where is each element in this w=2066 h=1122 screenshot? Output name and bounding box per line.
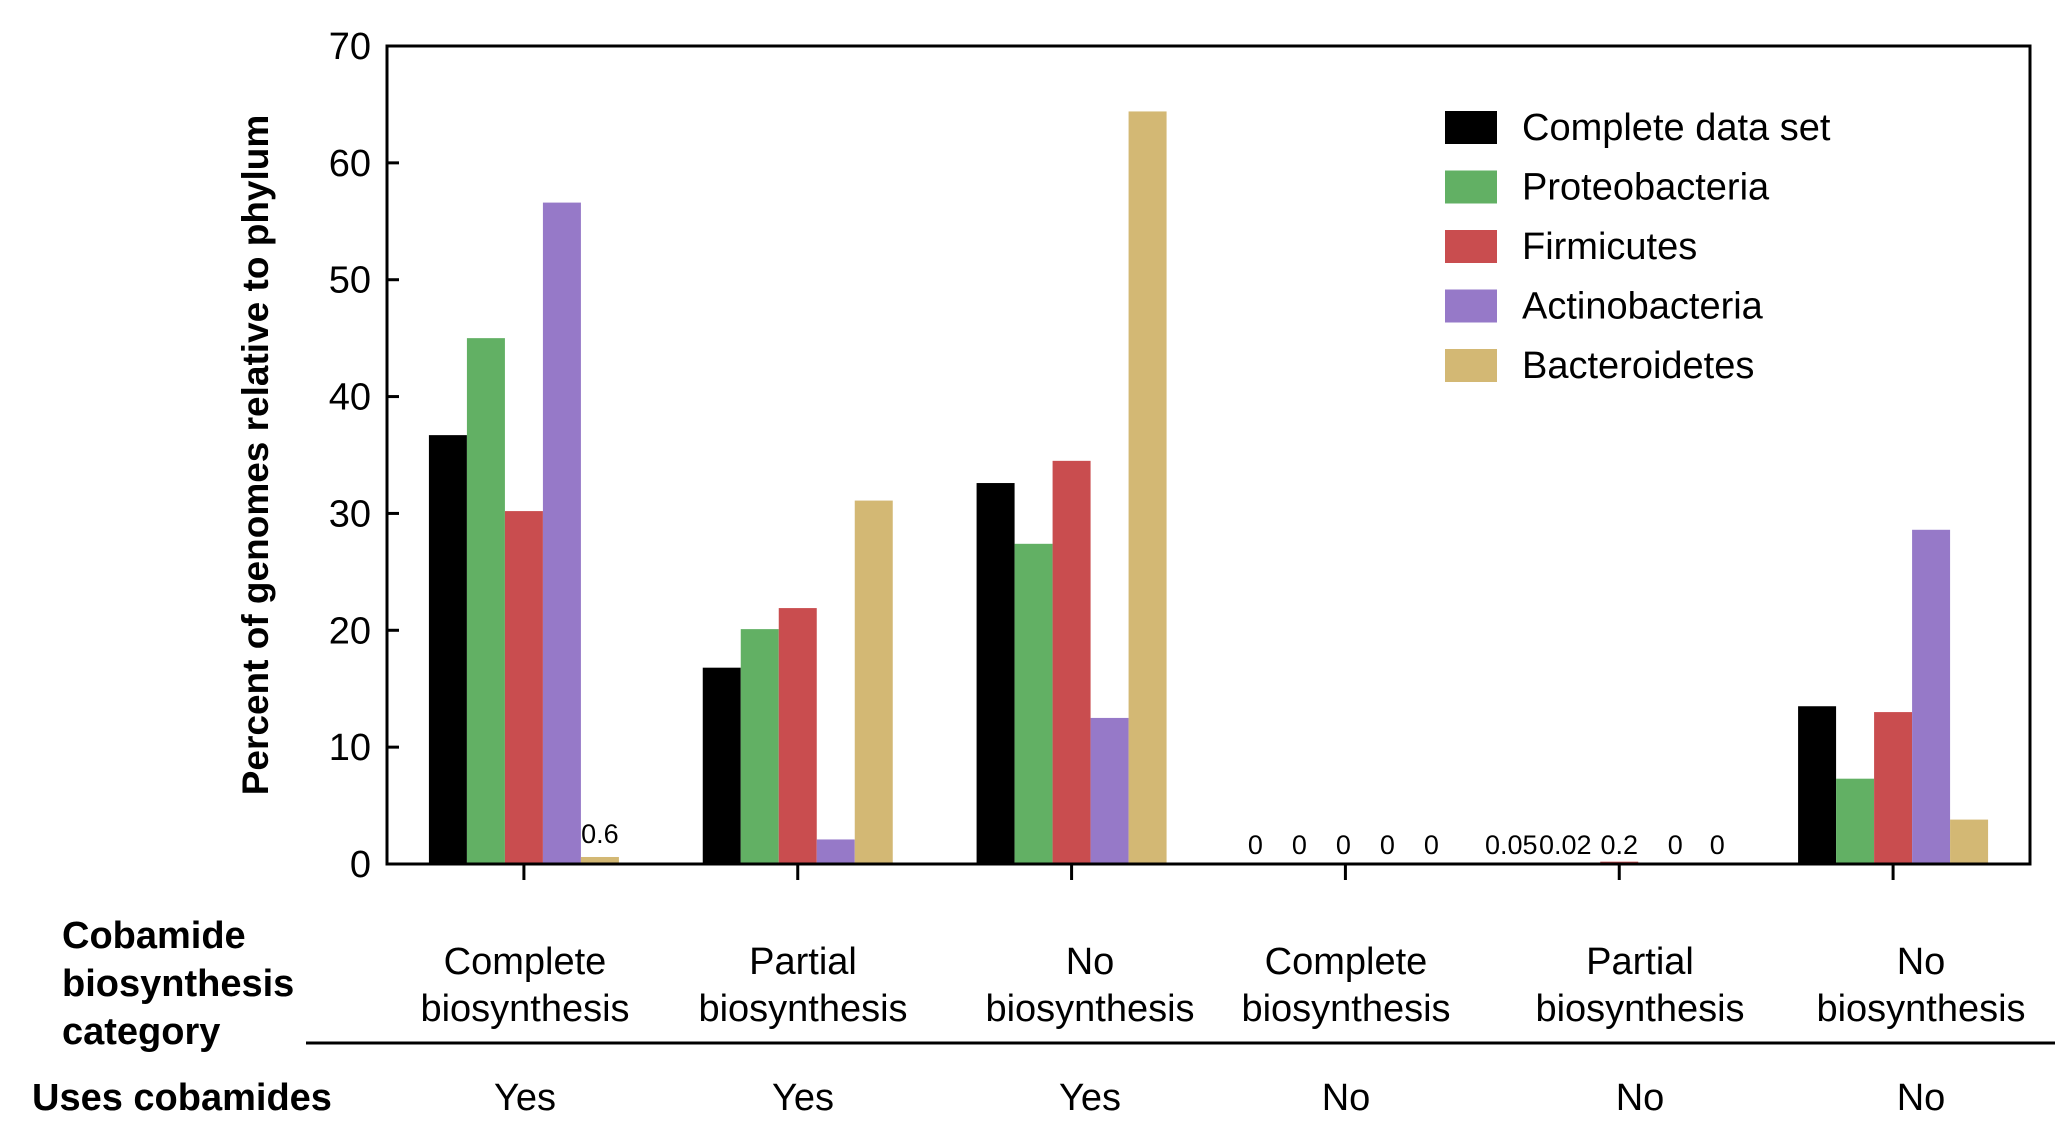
- data-label: 0.02: [1539, 830, 1592, 860]
- uses-cobamides-value: No: [1322, 1077, 1371, 1119]
- bar: [542, 202, 581, 865]
- bar: [976, 483, 1015, 864]
- category-row-header: category: [62, 1011, 220, 1053]
- x-axis: [522, 864, 1895, 880]
- bar: [816, 839, 855, 864]
- bars-layer: [428, 111, 1989, 865]
- category-label: No: [1066, 941, 1115, 983]
- bar: [854, 500, 893, 864]
- category-row-header: Cobamide: [62, 915, 246, 957]
- bar: [1128, 111, 1167, 864]
- category-label: biosynthesis: [420, 988, 629, 1030]
- legend-swatch: [1445, 111, 1497, 144]
- data-labels: 0.6 0 0 0 0 0 0.05 0.02 0.2 0 0: [581, 819, 1725, 860]
- data-label: 0: [1668, 830, 1683, 860]
- y-tick-label: 60: [329, 143, 371, 185]
- data-label: 0: [1380, 830, 1395, 860]
- category-label: Partial: [749, 941, 857, 983]
- data-label: 0: [1710, 830, 1725, 860]
- category-table: Cobamide biosynthesis category Complete bios…: [32, 915, 2055, 1119]
- data-label: 0: [1336, 830, 1351, 860]
- bar: [1874, 712, 1913, 864]
- bar: [740, 629, 779, 864]
- y-tick-label: 30: [329, 493, 371, 535]
- bar: [778, 608, 817, 864]
- y-axis-title: Percent of genomes relative to phylum: [235, 115, 276, 796]
- uses-cobamides-header: Uses cobamides: [32, 1077, 332, 1119]
- legend-label: Complete data set: [1522, 107, 1831, 149]
- data-label: 0: [1424, 830, 1439, 860]
- y-tick-label: 20: [329, 610, 371, 652]
- legend-label: Actinobacteria: [1522, 286, 1764, 328]
- legend-label: Bacteroidetes: [1522, 345, 1754, 387]
- y-tick-label: 40: [329, 377, 371, 419]
- category-label: biosynthesis: [1535, 988, 1744, 1030]
- uses-cobamides-value: Yes: [494, 1077, 556, 1119]
- legend-swatch: [1445, 349, 1497, 382]
- bar: [466, 338, 505, 865]
- bar: [1052, 460, 1091, 864]
- y-tick-label: 50: [329, 260, 371, 302]
- uses-cobamides-value: Yes: [1059, 1077, 1121, 1119]
- bar: [1798, 706, 1837, 864]
- category-label: Complete: [1265, 941, 1428, 983]
- category-label: Partial: [1586, 941, 1694, 983]
- bar: [702, 667, 741, 864]
- category-label: Complete: [444, 941, 607, 983]
- legend-swatch: [1445, 289, 1497, 323]
- category-row-header: biosynthesis: [62, 963, 294, 1005]
- data-label: 0.2: [1600, 830, 1638, 860]
- plot-frame: [385, 44, 2032, 866]
- bar: [1090, 717, 1129, 864]
- bar: [1014, 543, 1053, 864]
- bar: [1836, 778, 1875, 864]
- bar: [580, 856, 619, 864]
- category-label: biosynthesis: [698, 988, 907, 1030]
- bar: [1912, 529, 1951, 864]
- y-tick-label: 10: [329, 727, 371, 769]
- y-tick-label: 70: [329, 26, 371, 68]
- category-label: No: [1897, 941, 1946, 983]
- data-label: 0.6: [581, 819, 619, 849]
- legend-label: Firmicutes: [1522, 226, 1697, 268]
- category-label: biosynthesis: [985, 988, 1194, 1030]
- uses-cobamides-value: Yes: [772, 1077, 834, 1119]
- bar: [1950, 819, 1989, 864]
- legend-swatch: [1445, 170, 1497, 204]
- data-label: 0: [1248, 830, 1263, 860]
- uses-cobamides-value: No: [1897, 1077, 1946, 1119]
- data-label: 0.05: [1485, 830, 1538, 860]
- y-axis: 0 10 20 30 40 50 60 70: [329, 26, 399, 886]
- uses-cobamides-value: No: [1616, 1077, 1665, 1119]
- data-label: 0: [1292, 830, 1307, 860]
- bar: [428, 435, 467, 864]
- legend: Complete data set Proteobacteria Firmicute…: [1445, 107, 1831, 387]
- category-label: biosynthesis: [1816, 988, 2025, 1030]
- category-label: biosynthesis: [1241, 988, 1450, 1030]
- legend-swatch: [1445, 230, 1497, 263]
- legend-label: Proteobacteria: [1522, 167, 1770, 209]
- bar: [504, 511, 543, 864]
- y-tick-label: 0: [350, 844, 371, 886]
